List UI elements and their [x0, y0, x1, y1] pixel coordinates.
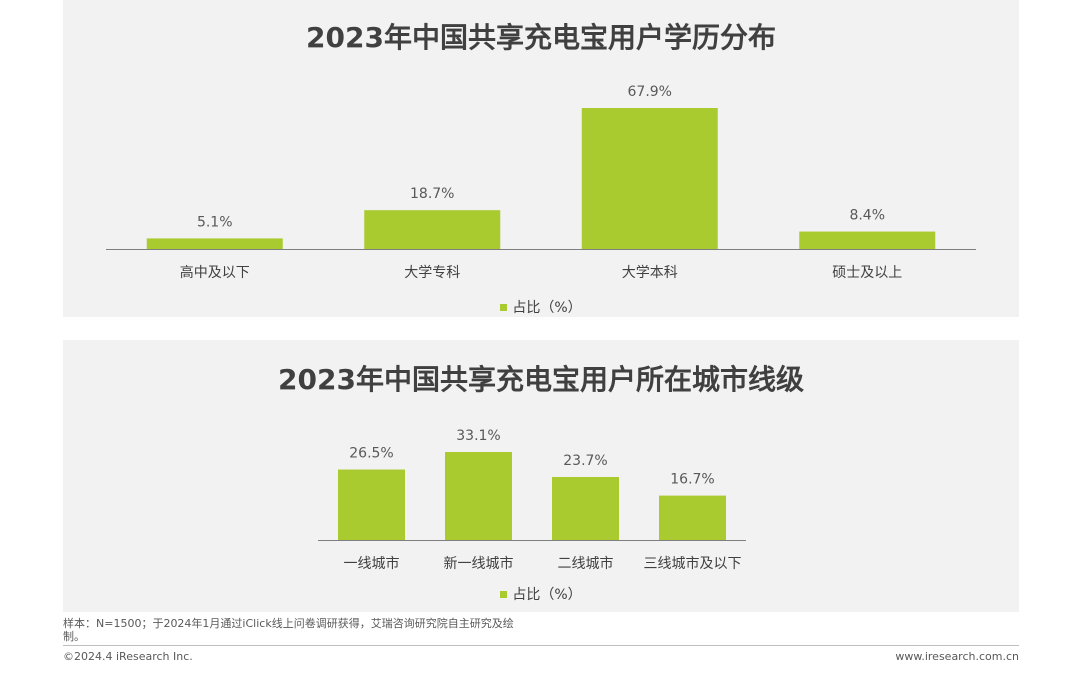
website-link[interactable]: www.iresearch.com.cn	[895, 650, 1019, 663]
source-note: 样本：N=1500；于2024年1月通过iClick线上问卷调研获得，艾瑞咨询研…	[63, 617, 514, 643]
city-tier-chart-panel: 2023年中国共享充电宝用户所在城市线级 26.5% 一线城市 33.1% 新一线城市…	[63, 340, 1019, 612]
category-label: 大学本科	[622, 265, 678, 281]
data-label: 8.4%	[849, 208, 885, 224]
category-label: 高中及以下	[180, 264, 250, 281]
data-label: 18.7%	[410, 186, 454, 202]
data-label: 23.7%	[563, 453, 607, 469]
copyright: ©2024.4 iResearch Inc.	[63, 650, 193, 663]
legend: 占比（%）	[63, 297, 1019, 317]
legend: 占比（%）	[63, 584, 1019, 604]
data-label: 26.5%	[349, 446, 393, 462]
category-label: 三线城市及以下	[644, 555, 742, 572]
legend-swatch	[500, 303, 508, 311]
data-label: 33.1%	[456, 428, 500, 444]
category-label: 新一线城市	[444, 555, 514, 572]
category-label: 大学专科	[404, 265, 460, 281]
bar	[581, 108, 718, 249]
city-tier-bar-chart: 26.5% 一线城市 33.1% 新一线城市 23.7% 二线城市 16.7% 三线城市及以下	[318, 428, 746, 572]
bar	[445, 452, 512, 540]
data-label: 16.7%	[670, 472, 714, 488]
bar	[338, 469, 405, 540]
data-label: 5.1%	[197, 214, 233, 230]
data-label: 67.9%	[628, 84, 672, 100]
bar	[659, 495, 726, 540]
bar	[799, 231, 936, 249]
footer-divider	[63, 645, 1019, 646]
category-label: 一线城市	[344, 555, 400, 572]
chart-title: 2023年中国共享充电宝用户学历分布	[306, 21, 776, 54]
category-label: 硕士及以上	[832, 265, 902, 281]
bar	[364, 210, 501, 249]
legend-swatch	[500, 590, 508, 598]
legend-label: 占比（%）	[512, 587, 582, 603]
category-label: 二线城市	[558, 555, 614, 572]
legend-label: 占比（%）	[512, 300, 582, 316]
education-chart-panel: 2023年中国共享充电宝用户学历分布 5.1% 高中及以下 18.7% 大学专科 67.…	[63, 0, 1019, 317]
bar	[552, 476, 619, 540]
chart-title: 2023年中国共享充电宝用户所在城市线级	[278, 363, 804, 396]
bar	[146, 238, 283, 249]
education-bar-chart: 5.1% 高中及以下 18.7% 大学专科 67.9% 大学本科 8.4% 硕士及以上	[106, 84, 976, 281]
